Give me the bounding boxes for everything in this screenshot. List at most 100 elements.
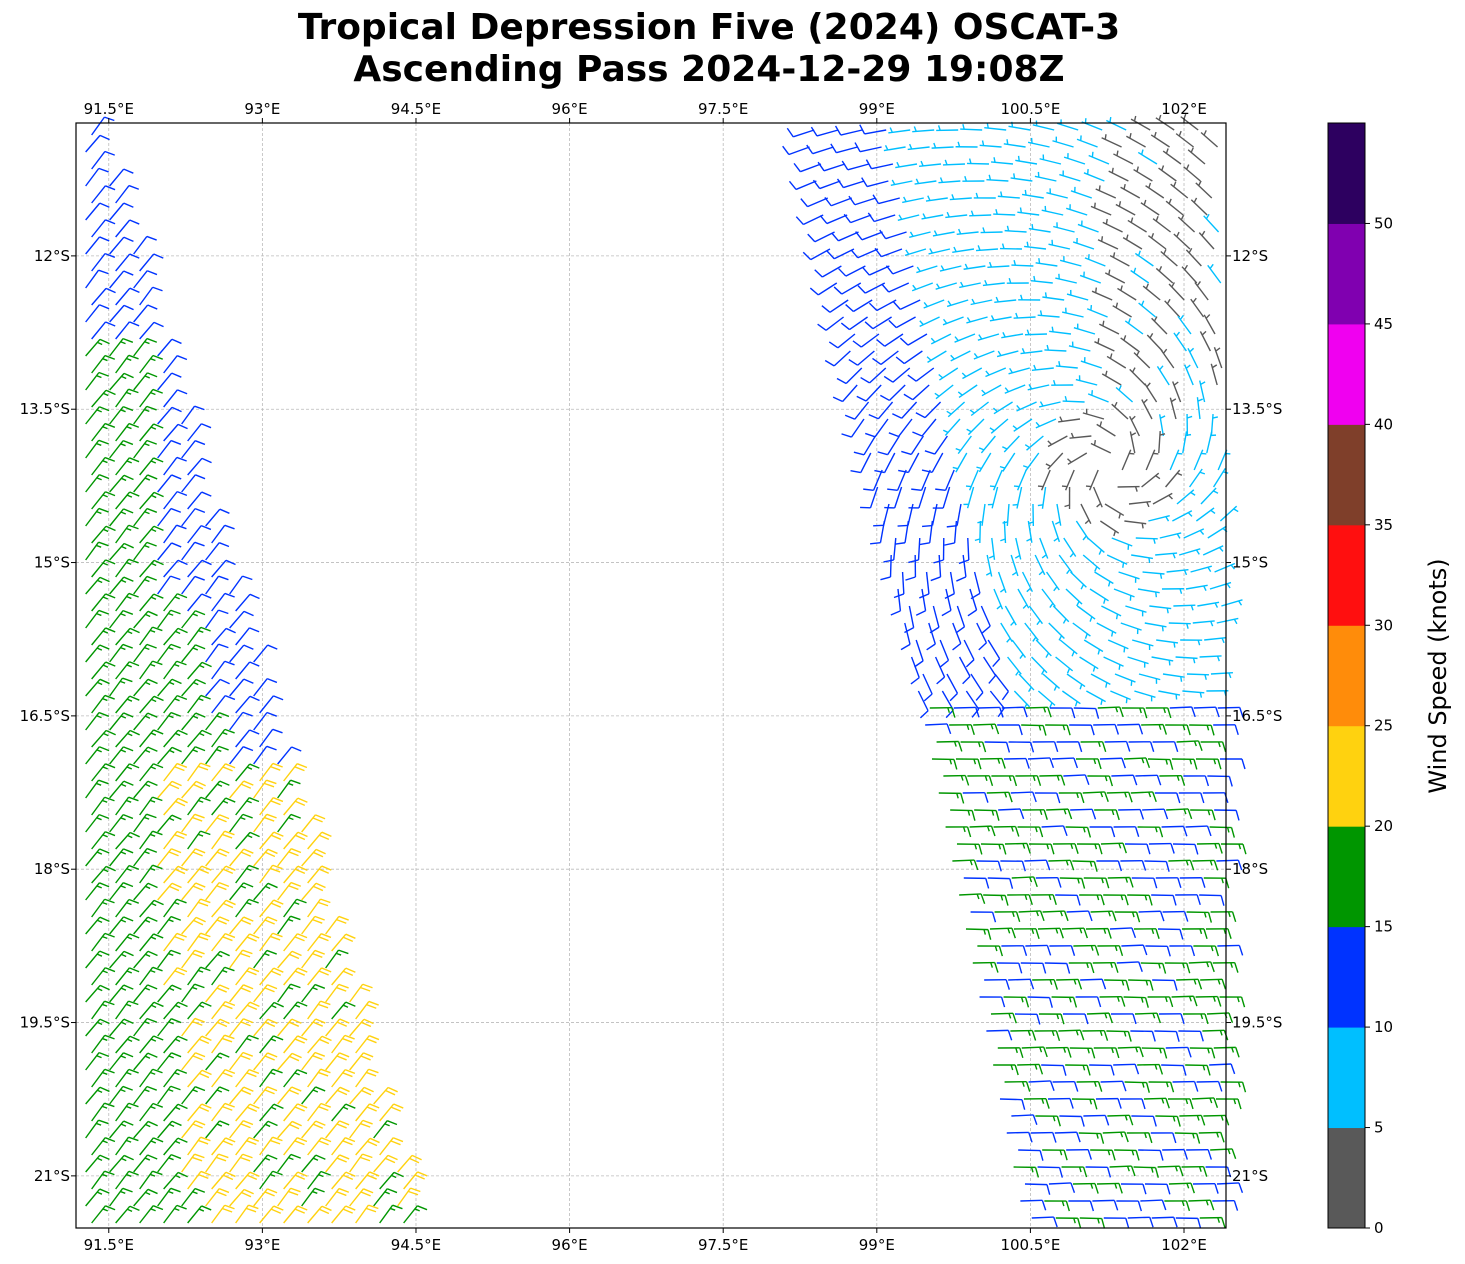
barb-feather <box>971 708 980 718</box>
barb-staff <box>259 695 274 714</box>
wind-barb <box>205 643 229 663</box>
barb-feather <box>249 831 260 838</box>
wind-barb <box>949 724 975 735</box>
wind-barb <box>235 831 260 850</box>
wind-barb <box>163 797 188 816</box>
barb-feather <box>128 1136 139 1142</box>
barb-half-feather <box>1070 843 1074 850</box>
barb-half-feather <box>1111 167 1114 174</box>
lon-tick-label-top: 102°E <box>1161 100 1207 118</box>
barb-half-feather <box>216 1123 223 1127</box>
barb-half-feather <box>966 724 970 731</box>
barb-feather <box>795 216 804 225</box>
barb-feather <box>176 1068 188 1074</box>
wind-barb <box>109 916 134 935</box>
wind-barb <box>1126 132 1146 148</box>
barb-staff <box>999 1098 1022 1101</box>
barb-feather <box>201 661 212 668</box>
barb-staff <box>833 350 851 367</box>
barb-feather <box>1059 928 1064 939</box>
wind-barb <box>1138 1149 1164 1161</box>
barb-feather <box>806 144 814 155</box>
barb-half-feather <box>1198 180 1202 186</box>
barb-feather <box>336 986 347 992</box>
barb-half-feather <box>1062 724 1066 731</box>
wind-barb <box>331 1001 356 1020</box>
barb-feather <box>99 338 110 345</box>
wind-barb <box>1128 979 1154 991</box>
barb-feather <box>1086 827 1092 838</box>
barb-staff <box>917 690 929 712</box>
wind-barb <box>91 831 116 850</box>
barb-feather <box>1217 1081 1223 1092</box>
wind-barb <box>965 690 980 718</box>
barb-feather <box>338 983 349 989</box>
wind-barb <box>259 728 283 748</box>
barb-feather <box>865 159 873 170</box>
wind-barb <box>999 452 1016 472</box>
wind-barb <box>1059 170 1081 182</box>
barb-feather <box>153 559 164 566</box>
wind-barb <box>1080 978 1107 990</box>
barb-half-feather <box>102 664 109 668</box>
barb-feather <box>1005 979 1010 990</box>
wind-barb <box>1091 287 1113 301</box>
barb-feather <box>1202 1166 1208 1177</box>
wind-barb <box>1134 1012 1162 1024</box>
barb-feather <box>1114 962 1119 973</box>
barb-half-feather <box>96 510 102 515</box>
barb-feather <box>994 723 1000 735</box>
barb-half-feather <box>988 261 993 268</box>
wind-barb <box>1039 774 1066 786</box>
barb-half-feather <box>102 1208 108 1212</box>
barb-feather <box>1117 1098 1122 1109</box>
barb-half-feather <box>1154 1064 1158 1070</box>
wind-barb <box>157 746 182 765</box>
barb-staff <box>982 656 997 676</box>
barb-half-feather <box>1173 381 1179 386</box>
wind-barb <box>211 660 235 680</box>
barb-half-feather <box>96 1191 103 1195</box>
wind-barb <box>933 537 945 564</box>
wind-barb <box>1124 318 1144 335</box>
barb-feather <box>1118 945 1124 957</box>
wind-barb <box>229 1051 253 1071</box>
barb-feather <box>952 642 962 651</box>
wind-barb <box>163 423 188 442</box>
wind-barb <box>868 299 897 312</box>
barb-feather <box>201 593 212 599</box>
wind-barb <box>973 192 996 199</box>
barb-feather <box>177 593 188 599</box>
barb-feather <box>1186 962 1191 974</box>
wind-barb <box>211 1034 235 1054</box>
wind-barb <box>325 1052 350 1071</box>
wind-barb <box>1151 894 1177 906</box>
wind-barb <box>229 644 254 663</box>
wind-barb <box>1076 605 1096 622</box>
wind-barb <box>1099 995 1126 1007</box>
barb-half-feather <box>1034 1064 1038 1070</box>
wind-barb <box>181 678 206 697</box>
wind-barb <box>1104 740 1131 752</box>
wind-barb <box>277 848 302 867</box>
wind-barb <box>85 678 110 697</box>
barb-half-feather <box>120 851 127 855</box>
barb-feather <box>270 765 281 771</box>
barb-feather <box>312 952 323 958</box>
barb-feather <box>1237 1098 1242 1110</box>
barb-feather <box>266 949 277 955</box>
wind-barb <box>1069 724 1095 736</box>
wind-barb <box>934 656 946 685</box>
wind-barb <box>355 1137 380 1156</box>
barb-feather <box>810 126 818 137</box>
barb-staff <box>1006 1131 1029 1134</box>
wind-barb <box>1046 188 1068 199</box>
wind-barb <box>1209 581 1232 590</box>
barb-half-feather <box>1199 530 1205 535</box>
barb-feather <box>1069 1098 1074 1109</box>
barb-feather <box>1067 1047 1072 1058</box>
barb-feather <box>1215 706 1220 718</box>
wind-barb <box>1056 978 1083 990</box>
barb-half-feather <box>1146 382 1151 388</box>
wind-barb <box>1202 1029 1229 1041</box>
